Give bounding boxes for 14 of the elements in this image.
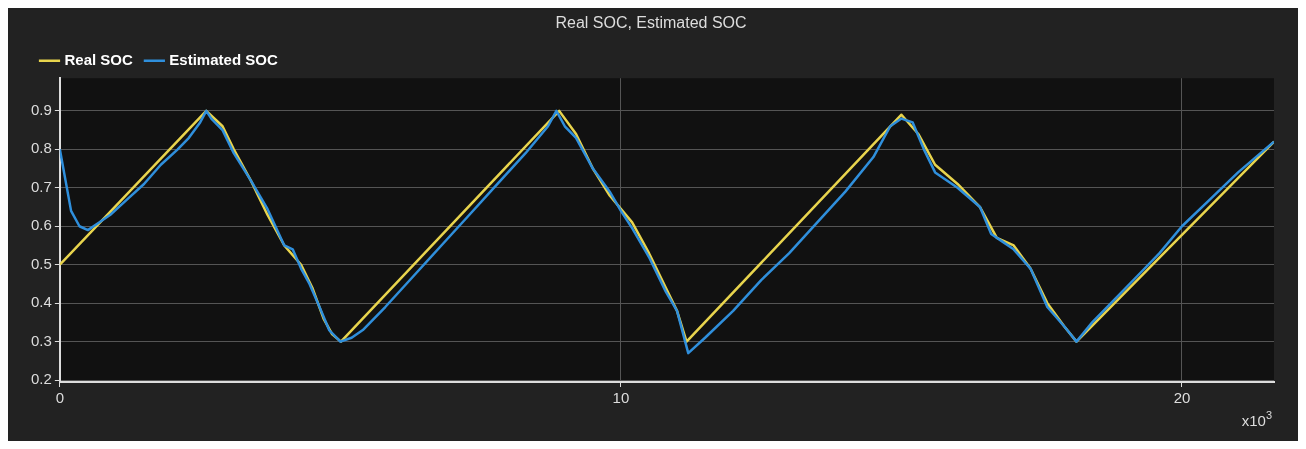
y-tick-label: 0.9 [30,101,52,119]
y-tick-label: 0.2 [30,370,52,388]
legend-label: Real SOC [64,50,134,68]
y-tick-label: 0.3 [30,331,52,349]
legend-label: Estimated SOC [169,50,278,68]
y-tick-label: 0.5 [30,254,52,272]
y-tick-label: 0.4 [30,293,52,311]
x-tick-label: 0 [55,389,65,407]
chart-title: Real SOC, Estimated SOC [555,14,747,32]
y-tick-label: 0.6 [30,216,52,234]
x-tick-label: 10 [612,389,630,407]
x-tick-label: 20 [1173,389,1191,407]
y-tick-label: 0.8 [30,139,52,157]
y-tick-label: 0.7 [30,177,52,195]
